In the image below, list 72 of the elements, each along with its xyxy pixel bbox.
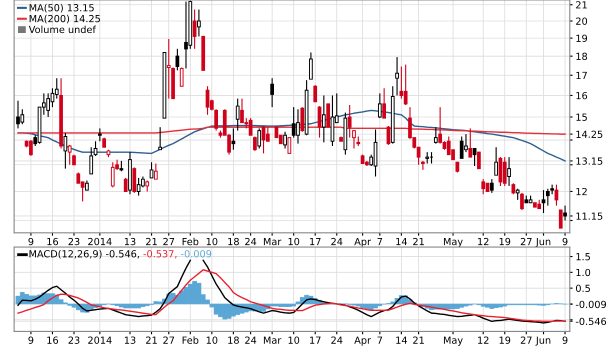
x-tick-label: 19 bbox=[500, 336, 510, 344]
x-tick-label: Feb bbox=[182, 336, 198, 344]
x-tick-label: 18 bbox=[228, 336, 239, 344]
y-tick-label: 1.5 bbox=[576, 253, 590, 260]
x-tick-label: 16 bbox=[47, 238, 58, 246]
x-tick-label: 7 bbox=[378, 238, 382, 246]
y-tick-label: 11.15 bbox=[576, 212, 602, 220]
x-tick-label: 16 bbox=[47, 336, 58, 344]
text: -0.537, bbox=[143, 250, 176, 258]
x-tick-label: May bbox=[444, 238, 463, 248]
x-tick-label: 17 bbox=[310, 238, 321, 246]
x-tick-label: 23 bbox=[68, 336, 80, 344]
x-tick-label: 27 bbox=[163, 336, 174, 344]
x-tick-label: 7 bbox=[378, 336, 382, 344]
y-tick-label: 1.0 bbox=[576, 268, 590, 276]
text: -0.009 bbox=[181, 250, 212, 258]
y-tick-label: 12 bbox=[576, 188, 587, 196]
x-tick-label: 14 bbox=[396, 336, 408, 344]
x-tick-label: 27 bbox=[520, 336, 532, 344]
y-tick-label: 13.15 bbox=[576, 157, 602, 165]
y-tick-label: 14.25 bbox=[576, 130, 602, 138]
x-tick-label: 24 bbox=[331, 238, 342, 246]
x-tick-label: Mar bbox=[264, 238, 282, 246]
y-tick-label: -0.009 bbox=[576, 300, 606, 308]
y-tick-label: 17 bbox=[576, 72, 587, 79]
x-tick-label: 9 bbox=[28, 238, 34, 246]
x-tick-label: 21 bbox=[146, 336, 157, 344]
x-tick-label: 10 bbox=[288, 336, 300, 344]
x-tick-label: 2014 bbox=[88, 336, 112, 344]
x-tick-label: 12 bbox=[478, 238, 488, 246]
x-tick-label: 27 bbox=[520, 238, 532, 246]
x-tick-label: Apr bbox=[354, 336, 372, 346]
annotation: Volume undef bbox=[28, 26, 96, 34]
x-tick-label: 2014 bbox=[88, 238, 112, 246]
x-tick-label: 21 bbox=[413, 238, 424, 246]
x-tick-label: 21 bbox=[146, 238, 157, 246]
y-tick-label: 16 bbox=[576, 92, 588, 100]
x-tick-label: 24 bbox=[245, 336, 256, 344]
x-tick-label: 9 bbox=[28, 336, 34, 344]
x-tick-label: 12 bbox=[478, 336, 488, 344]
x-tick-label: 24 bbox=[331, 336, 342, 344]
x-tick-label: Apr bbox=[354, 238, 372, 248]
x-tick-label: 17 bbox=[310, 336, 321, 344]
x-tick-label: 24 bbox=[245, 238, 256, 246]
x-tick-label: 14 bbox=[396, 238, 408, 246]
x-tick-label: Jun bbox=[535, 336, 550, 346]
x-tick-label: 13 bbox=[124, 238, 136, 246]
x-tick-label: Jun bbox=[535, 238, 550, 248]
x-tick-label: Feb bbox=[182, 238, 198, 246]
y-tick-label: 15 bbox=[576, 114, 587, 121]
x-tick-label: 21 bbox=[413, 336, 424, 344]
x-tick-label: 23 bbox=[68, 238, 80, 246]
legend-label: MA(50) 13.15 bbox=[30, 4, 94, 13]
x-tick-label: 10 bbox=[206, 336, 218, 344]
x-tick-label: 10 bbox=[206, 238, 218, 246]
y-tick-label: -0.546 bbox=[576, 318, 606, 326]
x-tick-label: 18 bbox=[228, 238, 239, 246]
legend-label: MACD(12,26,9) -0.546, bbox=[30, 250, 139, 259]
y-tick-label: 0.5 bbox=[576, 284, 590, 292]
y-tick-label: 20 bbox=[576, 17, 588, 25]
x-tick-label: May bbox=[444, 336, 463, 346]
y-tick-label: 21 bbox=[576, 1, 587, 8]
legend-label: MA(200) 14.25 bbox=[30, 14, 100, 24]
x-tick-label: 13 bbox=[124, 336, 136, 344]
y-tick-label: 18 bbox=[576, 52, 588, 60]
y-tick-label: 19 bbox=[576, 34, 588, 42]
x-tick-label: 9 bbox=[562, 238, 568, 246]
x-tick-label: Mar bbox=[264, 336, 282, 344]
x-tick-label: 19 bbox=[500, 238, 510, 246]
x-tick-label: 10 bbox=[288, 238, 300, 246]
x-tick-label: 27 bbox=[163, 238, 174, 246]
x-tick-label: 9 bbox=[562, 336, 568, 344]
